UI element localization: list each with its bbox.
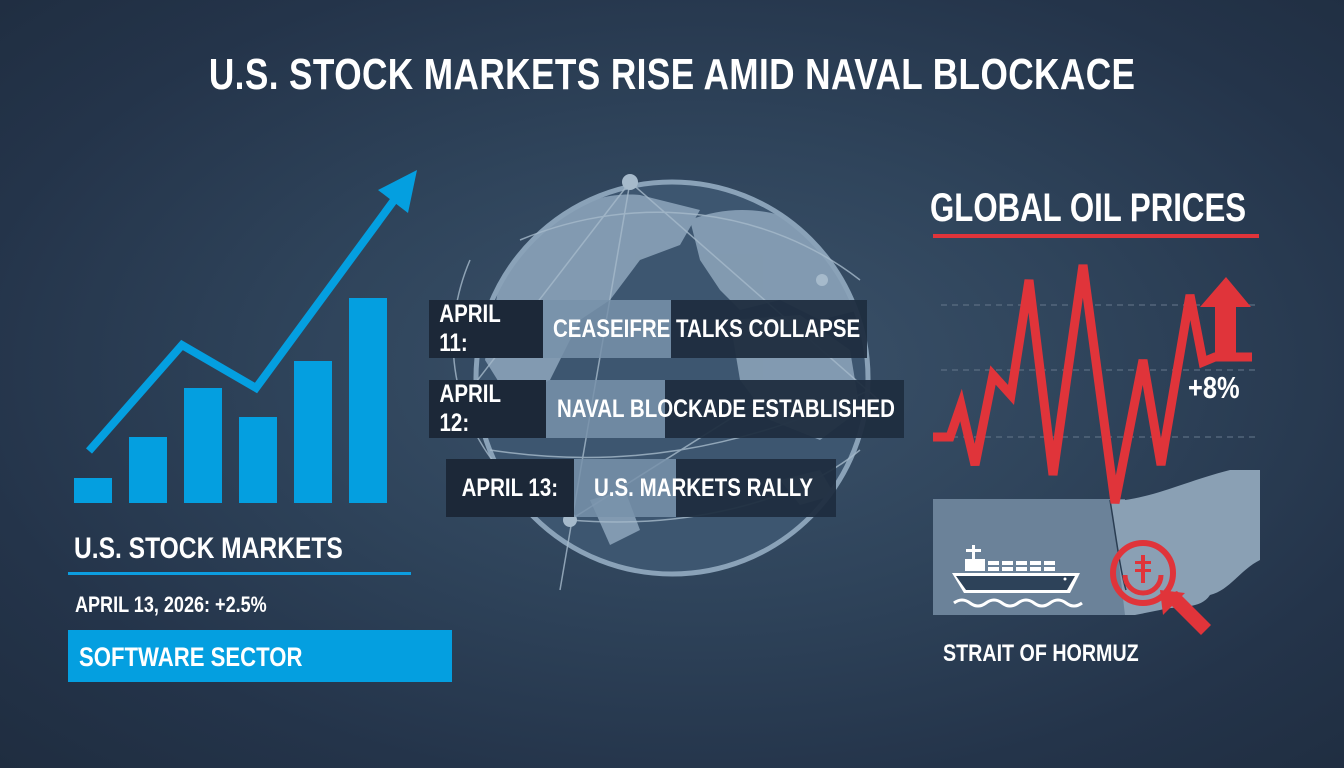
stock-bar-5 <box>294 361 332 503</box>
magnifier-anchor-icon <box>1110 540 1211 635</box>
strait-map <box>933 470 1260 615</box>
timeline-date: APRIL 12: <box>429 380 546 438</box>
timeline-event: U.S. MARKETS RALLY <box>594 473 814 502</box>
stock-markets-label: U.S. STOCK MARKETS <box>74 532 343 565</box>
oil-prices-title: GLOBAL OIL PRICES <box>930 186 1247 230</box>
stock-bar-4 <box>239 417 277 503</box>
stock-date-change: APRIL 13, 2026: +2.5% <box>75 592 267 617</box>
oil-change-percent: +8% <box>1188 370 1240 405</box>
timeline-row-1: APRIL 11: CEASEIFRE TALKS COLLAPSE <box>429 300 867 358</box>
strait-of-hormuz-label: STRAIT OF HORMUZ <box>943 640 1139 667</box>
stock-bar-1 <box>74 478 112 503</box>
timeline-date: APRIL 11: <box>429 300 543 358</box>
oil-price-chart <box>933 264 1255 504</box>
stock-bar-2 <box>129 437 167 503</box>
timeline-row-2: APRIL 12: NAVAL BLOCKADE ESTABLISHED <box>429 380 904 438</box>
globe-icon <box>452 174 891 591</box>
software-sector-badge: SOFTWARE SECTOR <box>68 630 452 682</box>
stock-underline <box>68 572 411 575</box>
oil-underline <box>933 234 1259 238</box>
timeline-event: CEASEIFRE TALKS COLLAPSE <box>553 314 861 343</box>
timeline-row-3: APRIL 13: U.S. MARKETS RALLY <box>446 459 836 517</box>
cargo-ship-icon <box>952 545 1083 608</box>
up-arrow-icon <box>1200 277 1251 357</box>
timeline-event: NAVAL BLOCKADE ESTABLISHED <box>557 394 895 423</box>
stock-bar-6 <box>349 298 387 503</box>
stock-bar-3 <box>184 388 222 503</box>
page-title: U.S. STOCK MARKETS RISE AMID NAVAL BLOCK… <box>208 50 1136 99</box>
timeline-date: APRIL 13: <box>446 459 574 517</box>
trend-up-arrow-icon <box>85 170 417 454</box>
